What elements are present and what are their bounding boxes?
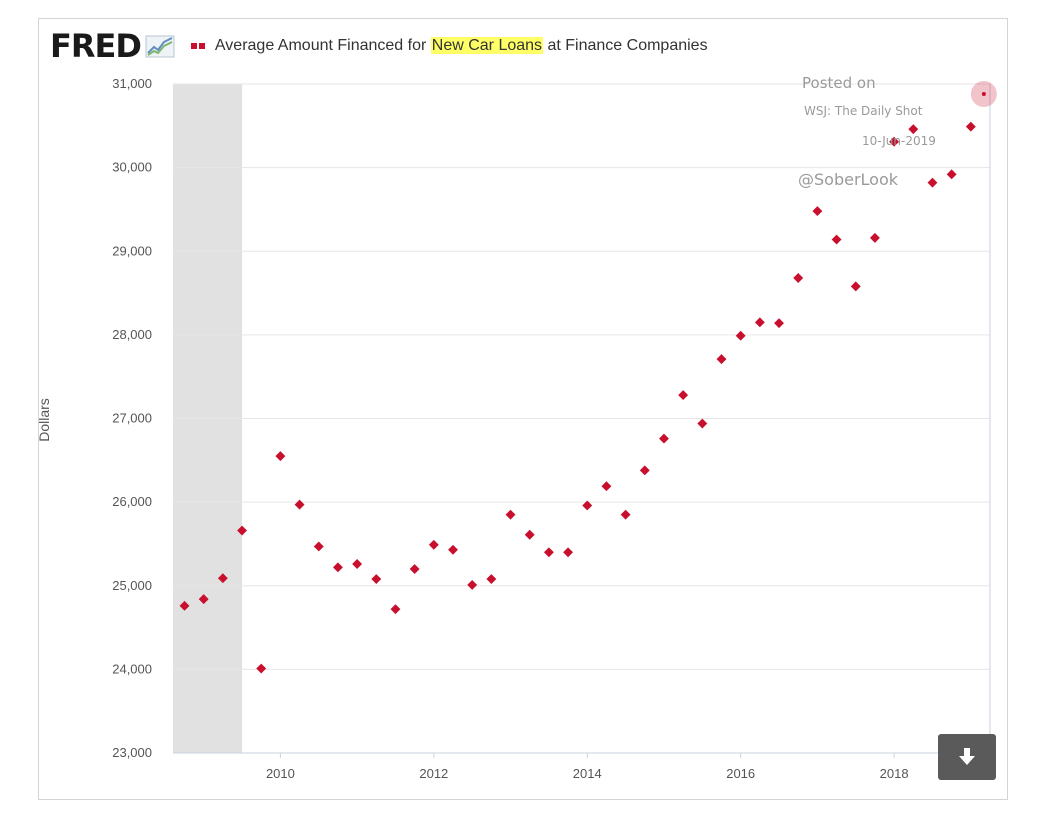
data-point [198, 594, 209, 605]
download-button[interactable] [938, 734, 996, 780]
data-point [908, 124, 919, 135]
fred-logo[interactable]: FRED [50, 27, 142, 65]
data-point [332, 562, 343, 573]
data-point [850, 281, 861, 292]
y-tick-label: 28,000 [112, 327, 152, 342]
x-tick-label: 2016 [726, 766, 755, 781]
title-part-2: at Finance Companies [543, 37, 708, 54]
y-tick-label: 29,000 [112, 243, 152, 258]
y-tick-label: 25,000 [112, 578, 152, 593]
data-point [754, 317, 765, 328]
data-point [812, 206, 823, 217]
data-point [467, 579, 478, 590]
data-point [390, 604, 401, 615]
data-point [582, 500, 593, 511]
chart-header: FRED Average Amount Financed for New Car… [50, 26, 708, 66]
data-point [981, 92, 986, 97]
title-highlight: New Car Loans [430, 37, 544, 54]
watermark-handle: @SoberLook [798, 170, 898, 189]
data-point [601, 481, 612, 492]
data-point [927, 177, 938, 188]
data-point [313, 541, 324, 552]
data-point [543, 547, 554, 558]
title-part-1: Average Amount Financed for [214, 37, 431, 54]
fred-chart-icon [145, 35, 175, 58]
y-tick-label: 30,000 [112, 160, 152, 175]
y-tick-label: 23,000 [112, 745, 152, 760]
watermark-date: 10-Jun-2019 [862, 134, 936, 148]
y-tick-label: 26,000 [112, 494, 152, 509]
data-point [448, 544, 458, 555]
data-point [697, 418, 708, 429]
data-point [946, 169, 957, 180]
data-point [716, 354, 727, 365]
data-point [869, 232, 880, 243]
download-arrow-icon [959, 748, 975, 765]
data-point [735, 330, 746, 341]
data-point [256, 663, 267, 674]
data-point [889, 136, 900, 147]
data-point [563, 547, 574, 558]
legend-marker-icon [190, 43, 205, 49]
data-point [524, 529, 535, 540]
data-point [371, 574, 382, 585]
data-point [505, 509, 516, 520]
data-point [352, 559, 363, 569]
data-point [659, 433, 669, 444]
x-tick-label: 2014 [573, 766, 602, 781]
data-point [774, 318, 784, 329]
data-point [409, 564, 420, 574]
data-point [639, 465, 650, 476]
x-tick-label: 2012 [419, 766, 448, 781]
data-point [678, 390, 689, 401]
data-point [275, 451, 286, 462]
data-point [831, 234, 842, 245]
data-point [793, 273, 804, 283]
watermark-source: WSJ: The Daily Shot [804, 104, 923, 118]
data-point [294, 499, 305, 510]
data-point [217, 573, 228, 584]
x-tick-label: 2018 [880, 766, 909, 781]
y-tick-label: 24,000 [112, 661, 152, 676]
y-tick-label: 31,000 [112, 76, 152, 91]
chart-title: Average Amount Financed for New Car Loan… [215, 37, 708, 55]
x-tick-label: 2010 [266, 766, 295, 781]
data-point [965, 121, 976, 132]
data-point [237, 525, 247, 536]
data-point [620, 509, 631, 520]
data-point [428, 539, 439, 550]
y-tick-label: 27,000 [112, 411, 152, 426]
watermark-posted-on: Posted on [802, 74, 876, 92]
data-point [486, 574, 497, 585]
data-point [179, 600, 190, 611]
